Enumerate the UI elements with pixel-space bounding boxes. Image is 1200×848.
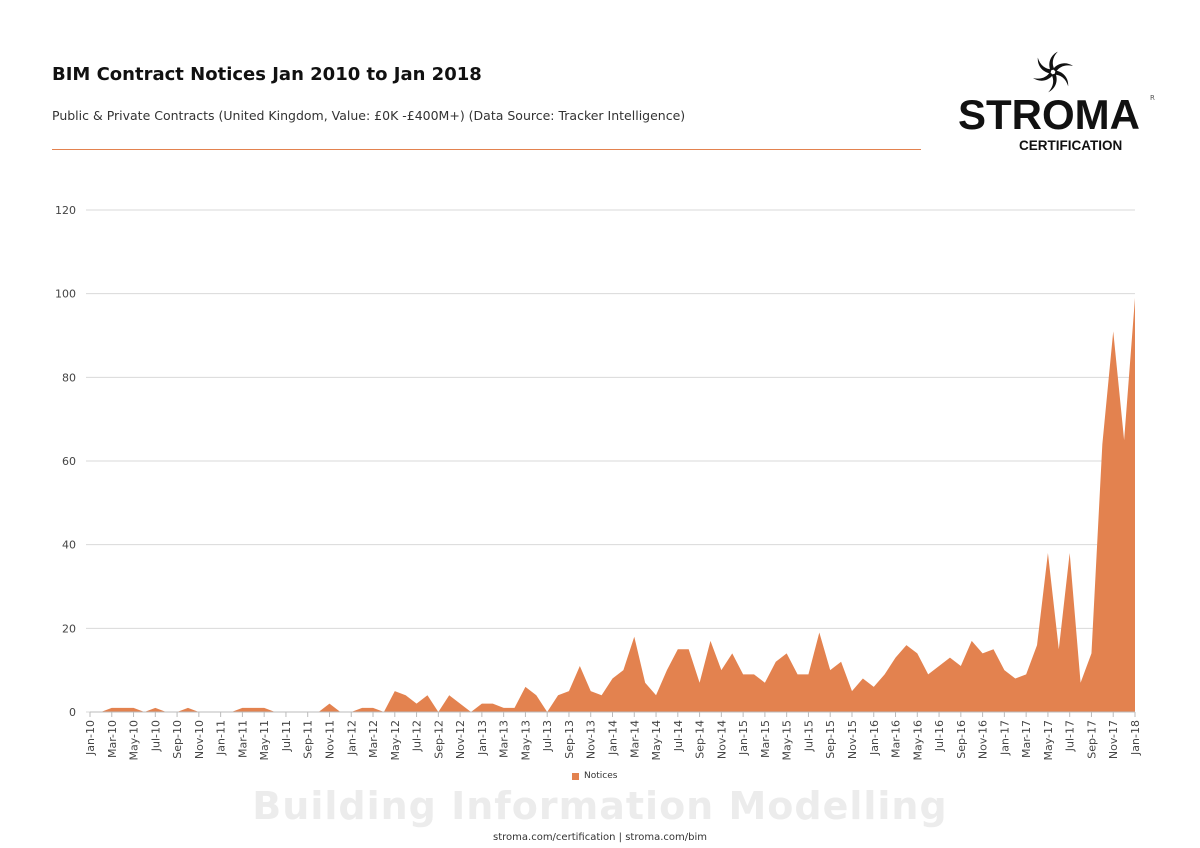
x-tick-label: Mar-14 [628,720,641,758]
x-tick-label: May-16 [911,720,924,761]
x-tick-label: Jul-15 [802,720,815,752]
title-divider [52,149,921,150]
swirl-logo-icon [1033,51,1073,93]
x-tick-label: Mar-10 [106,720,119,758]
x-tick-label: Jul-14 [672,720,685,752]
x-tick-label: Sep-10 [171,720,184,759]
x-tick-label: Mar-15 [759,720,772,758]
x-tick-label: May-13 [519,720,532,761]
legend-label: Notices [584,771,618,781]
x-tick-label: Mar-12 [367,720,380,758]
x-tick-label: May-11 [258,720,271,761]
x-tick-label: May-12 [389,720,402,761]
x-tick-label: Nov-17 [1107,720,1120,759]
legend-swatch [572,772,579,780]
y-tick-label: 100 [55,288,76,301]
stroma-logo: STROMA R CERTIFICATION [950,50,1190,155]
x-tick-label: Jan-14 [607,720,620,756]
x-tick-label: Jan-11 [215,720,228,756]
x-tick-label: Nov-16 [977,720,990,759]
x-tick-label: Jul-11 [280,720,293,752]
x-tick-label: Sep-14 [694,720,707,759]
logo-wordmark: STROMA [958,91,1140,138]
x-tick-label: Sep-12 [432,720,445,759]
x-tick-label: Jul-10 [149,720,162,752]
x-tick-label: May-17 [1042,720,1055,761]
x-tick-label: Jan-13 [476,720,489,756]
x-tick-label: Sep-17 [1085,720,1098,759]
x-tick-label: Mar-17 [1020,720,1033,758]
chart-title: BIM Contract Notices Jan 2010 to Jan 201… [52,64,482,85]
x-tick-label: May-10 [128,720,141,761]
x-tick-label: Nov-12 [454,720,467,759]
x-tick-label: Jul-13 [541,720,554,752]
y-tick-label: 80 [62,371,76,384]
x-tick-label: May-14 [650,720,663,761]
x-tick-label: Jul-12 [411,720,424,752]
x-tick-label: Sep-15 [824,720,837,759]
y-tick-label: 40 [62,539,76,552]
x-tick-label: Jan-18 [1129,720,1142,756]
x-tick-label: Jan-17 [998,720,1011,756]
x-tick-label: Jan-16 [868,720,881,756]
logo-subtext: CERTIFICATION [1019,138,1123,153]
x-tick-label: Nov-14 [715,720,728,759]
notices-area [90,297,1135,712]
x-tick-label: Nov-10 [193,720,206,759]
x-tick-label: Jan-15 [737,720,750,756]
x-tick-label: Jan-12 [345,720,358,756]
y-tick-label: 20 [62,622,76,635]
logo-registered-mark: R [1150,94,1155,102]
x-tick-label: Mar-16 [890,720,903,758]
area-chart: 0 20 40 60 80 100 120 Jan-10 Mar-10 May-10 Jul-10 S… [55,204,1142,761]
chart-legend: Notices [572,770,617,782]
watermark-text: Building Information Modelling [252,784,948,828]
x-tick-label: Nov-13 [585,720,598,759]
x-tick-label: Nov-11 [323,720,336,759]
x-tick-label: Sep-16 [955,720,968,759]
x-tick-label: Mar-11 [236,720,249,758]
x-tick-label: Sep-13 [563,720,576,759]
x-tick-label: Nov-15 [846,720,859,759]
x-tick-label: Jul-17 [1064,720,1077,752]
x-tick-label: May-15 [781,720,794,761]
x-tick-label: Jan-10 [84,720,97,756]
x-tick-label: Jul-16 [933,720,946,752]
footer-links: stroma.com/certification | stroma.com/bi… [493,832,707,843]
x-tick-label: Sep-11 [302,720,315,759]
y-tick-label: 0 [69,706,76,719]
y-tick-label: 120 [55,204,76,217]
chart-subtitle: Public & Private Contracts (United Kingd… [52,108,686,123]
y-tick-label: 60 [62,455,76,468]
x-tick-label: Mar-13 [498,720,511,758]
